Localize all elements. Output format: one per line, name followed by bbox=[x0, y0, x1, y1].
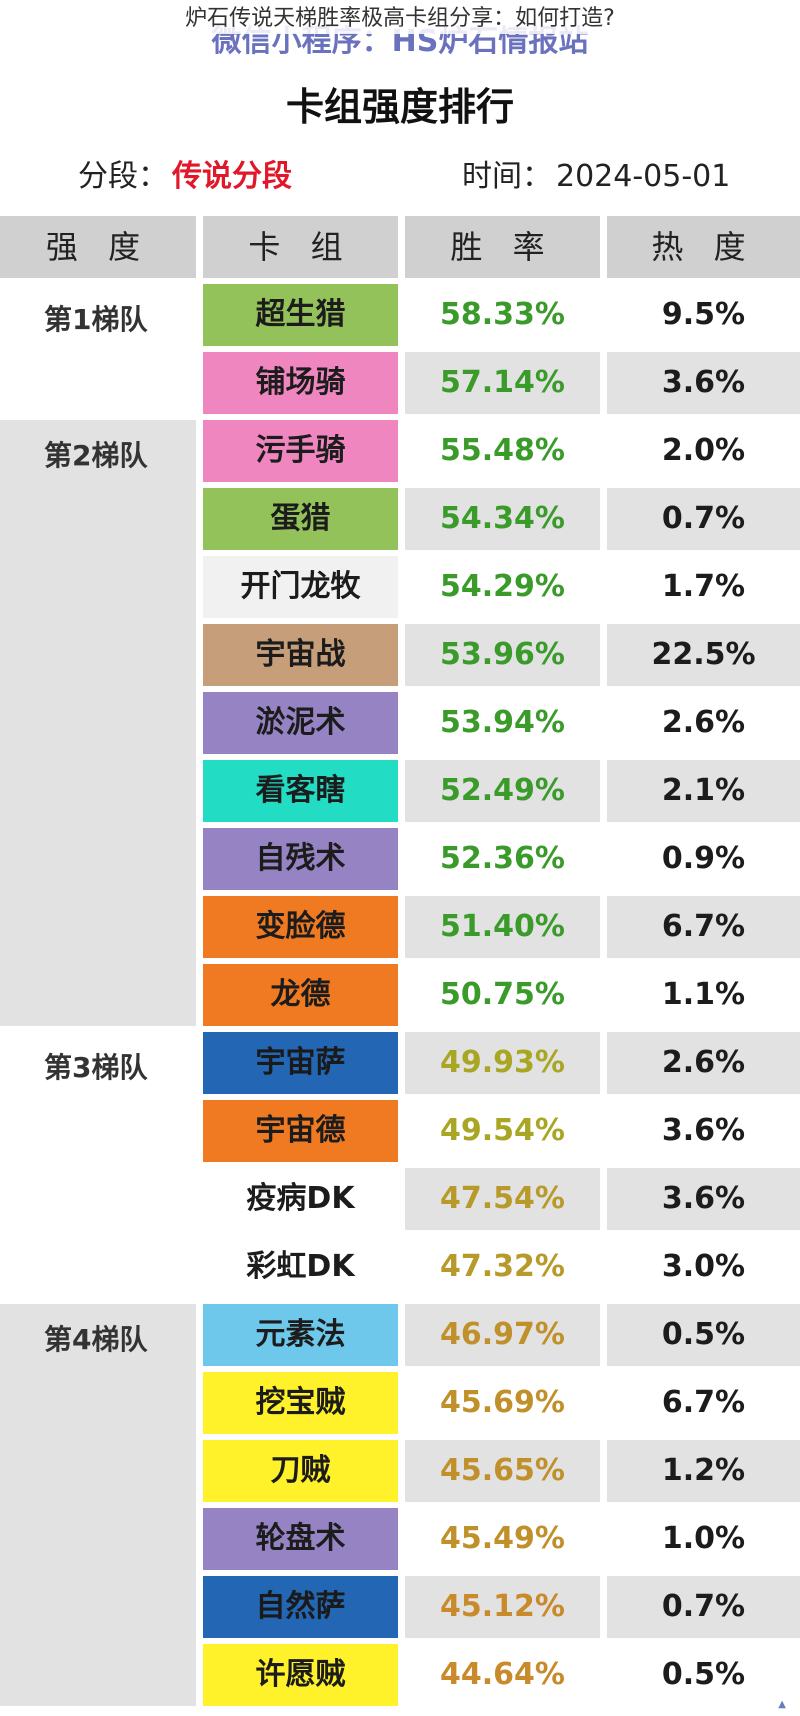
heat-value: 0.7% bbox=[607, 1576, 800, 1638]
deck-name: 蛋猎 bbox=[203, 488, 398, 550]
deck-name: 彩虹DK bbox=[203, 1236, 398, 1298]
heat-value: 6.7% bbox=[607, 896, 800, 958]
deck-name: 自然萨 bbox=[203, 1576, 398, 1638]
deck-name: 疫病DK bbox=[203, 1168, 398, 1230]
tier-label: 第4梯队 bbox=[0, 1304, 196, 1706]
deck-name: 淤泥术 bbox=[203, 692, 398, 754]
tier-label: 第2梯队 bbox=[0, 420, 196, 1026]
winrate-value: 53.94% bbox=[405, 692, 600, 754]
header-winrate: 胜 率 bbox=[405, 216, 600, 278]
deck-name: 元素法 bbox=[203, 1304, 398, 1366]
winrate-value: 54.34% bbox=[405, 488, 600, 550]
winrate-value: 45.69% bbox=[405, 1372, 600, 1434]
header-deck: 卡 组 bbox=[203, 216, 398, 278]
segment-label: 分段： bbox=[78, 159, 168, 194]
winrate-value: 45.65% bbox=[405, 1440, 600, 1502]
page-caption: 炉石传说天梯胜率极高卡组分享：如何打造? bbox=[0, 4, 800, 34]
winrate-value: 46.97% bbox=[405, 1304, 600, 1366]
deck-name: 污手骑 bbox=[203, 420, 398, 482]
heat-value: 0.9% bbox=[607, 828, 800, 890]
heat-value: 6.7% bbox=[607, 1372, 800, 1434]
winrate-value: 49.93% bbox=[405, 1032, 600, 1094]
winrate-value: 47.32% bbox=[405, 1236, 600, 1298]
heat-value: 1.2% bbox=[607, 1440, 800, 1502]
table-title: 卡组强度排行 bbox=[285, 85, 514, 129]
corner-logo: ▲ bbox=[774, 1697, 790, 1712]
deck-name: 自残术 bbox=[203, 828, 398, 890]
heat-value: 2.6% bbox=[607, 1032, 800, 1094]
winrate-value: 52.49% bbox=[405, 760, 600, 822]
winrate-value: 50.75% bbox=[405, 964, 600, 1026]
heat-value: 0.5% bbox=[607, 1304, 800, 1366]
deck-name: 轮盘术 bbox=[203, 1508, 398, 1570]
time-label: 时间： bbox=[462, 159, 552, 194]
deck-name: 看客瞎 bbox=[203, 760, 398, 822]
heat-value: 22.5% bbox=[607, 624, 800, 686]
heat-value: 2.0% bbox=[607, 420, 800, 482]
heat-value: 1.1% bbox=[607, 964, 800, 1026]
header-heat: 热 度 bbox=[607, 216, 800, 278]
winrate-value: 51.40% bbox=[405, 896, 600, 958]
winrate-value: 49.54% bbox=[405, 1100, 600, 1162]
deck-name: 龙德 bbox=[203, 964, 398, 1026]
winrate-value: 54.29% bbox=[405, 556, 600, 618]
meta-row: 分段： 传说分段 时间： 2024-05-01 bbox=[0, 152, 800, 202]
time-value: 2024-05-01 bbox=[556, 159, 731, 194]
heat-value: 9.5% bbox=[607, 284, 800, 346]
heat-value: 2.6% bbox=[607, 692, 800, 754]
deck-name: 刀贼 bbox=[203, 1440, 398, 1502]
heat-value: 3.6% bbox=[607, 352, 800, 414]
heat-value: 0.7% bbox=[607, 488, 800, 550]
deck-name: 宇宙德 bbox=[203, 1100, 398, 1162]
deck-name: 开门龙牧 bbox=[203, 556, 398, 618]
deck-name: 超生猎 bbox=[203, 284, 398, 346]
winrate-value: 47.54% bbox=[405, 1168, 600, 1230]
winrate-value: 58.33% bbox=[405, 284, 600, 346]
heat-value: 3.0% bbox=[607, 1236, 800, 1298]
heat-value: 0.5% bbox=[607, 1644, 800, 1706]
winrate-value: 52.36% bbox=[405, 828, 600, 890]
winrate-value: 45.49% bbox=[405, 1508, 600, 1570]
winrate-value: 57.14% bbox=[405, 352, 600, 414]
deck-name: 宇宙战 bbox=[203, 624, 398, 686]
winrate-value: 45.12% bbox=[405, 1576, 600, 1638]
winrate-value: 44.64% bbox=[405, 1644, 600, 1706]
heat-value: 1.0% bbox=[607, 1508, 800, 1570]
header-tier: 强 度 bbox=[0, 216, 196, 278]
winrate-value: 55.48% bbox=[405, 420, 600, 482]
deck-name: 铺场骑 bbox=[203, 352, 398, 414]
deck-name: 许愿贼 bbox=[203, 1644, 398, 1706]
tier-label: 第3梯队 bbox=[0, 1032, 196, 1298]
deck-name: 变脸德 bbox=[203, 896, 398, 958]
heat-value: 1.7% bbox=[607, 556, 800, 618]
segment-value: 传说分段 bbox=[172, 159, 292, 194]
heat-value: 2.1% bbox=[607, 760, 800, 822]
winrate-value: 53.96% bbox=[405, 624, 600, 686]
deck-name: 挖宝贼 bbox=[203, 1372, 398, 1434]
tier-label: 第1梯队 bbox=[0, 284, 196, 414]
heat-value: 3.6% bbox=[607, 1100, 800, 1162]
deck-name: 宇宙萨 bbox=[203, 1032, 398, 1094]
heat-value: 3.6% bbox=[607, 1168, 800, 1230]
